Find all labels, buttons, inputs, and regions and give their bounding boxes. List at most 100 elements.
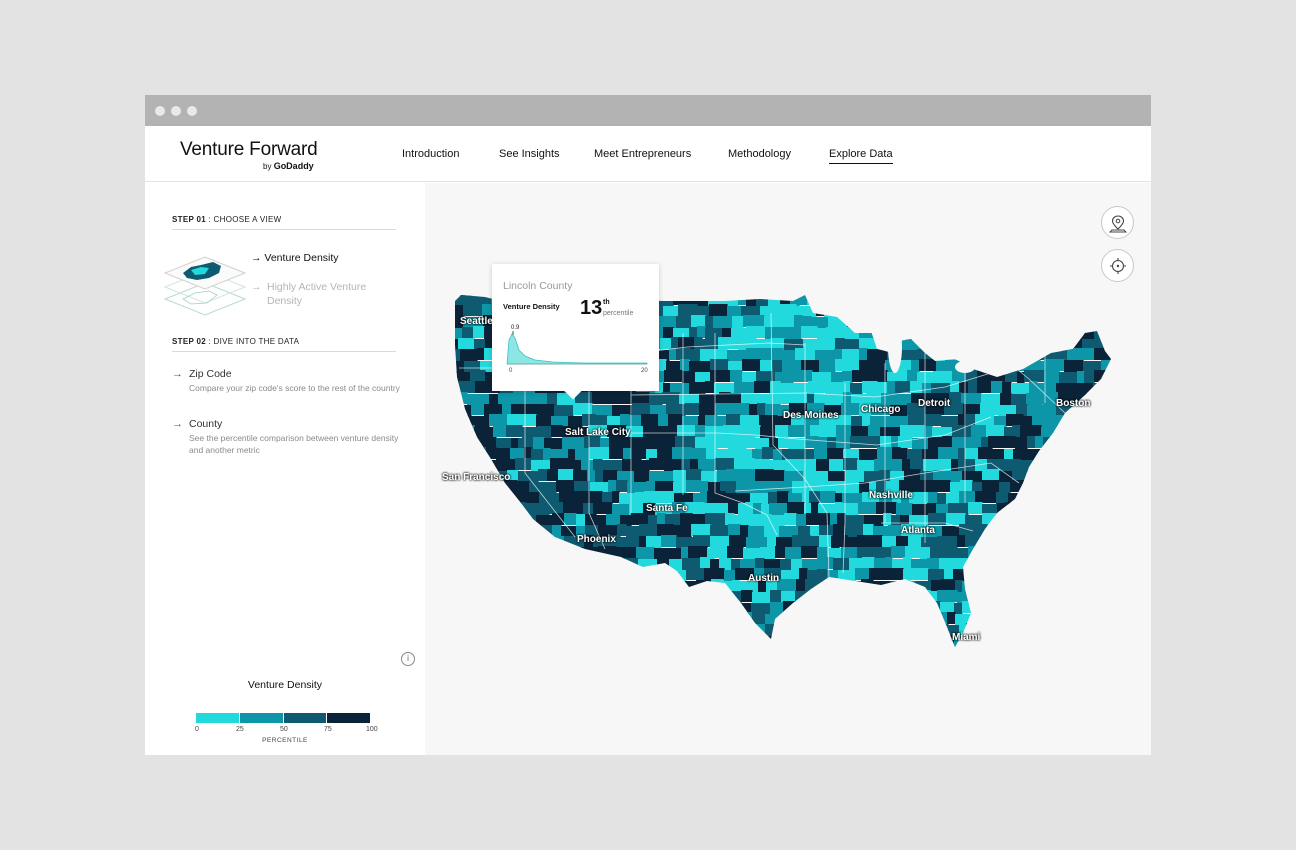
county-cell[interactable]	[1044, 359, 1065, 371]
my-location-button[interactable]	[1101, 249, 1134, 282]
county-cell[interactable]	[626, 426, 644, 438]
county-cell[interactable]	[859, 348, 868, 360]
county-cell[interactable]	[748, 624, 766, 636]
county-cell[interactable]	[835, 359, 847, 371]
county-cell[interactable]	[496, 438, 512, 450]
county-cell[interactable]	[1068, 645, 1082, 657]
county-cell[interactable]	[512, 535, 533, 547]
county-cell[interactable]	[498, 393, 519, 405]
county-cell[interactable]	[984, 647, 995, 659]
county-cell[interactable]	[657, 557, 670, 569]
county-cell[interactable]	[689, 327, 698, 339]
county-cell[interactable]	[964, 568, 984, 580]
county-cell[interactable]	[562, 426, 575, 438]
county-cell[interactable]	[1056, 536, 1068, 548]
county-cell[interactable]	[902, 603, 911, 615]
county-cell[interactable]	[917, 283, 925, 295]
county-cell[interactable]	[511, 568, 528, 580]
county-cell[interactable]	[686, 568, 705, 580]
county-cell[interactable]	[779, 624, 787, 636]
county-cell[interactable]	[607, 425, 627, 437]
county-cell[interactable]	[910, 645, 921, 657]
county-cell[interactable]	[601, 590, 617, 602]
county-cell[interactable]	[890, 581, 901, 593]
county-cell[interactable]	[938, 447, 959, 459]
county-cell[interactable]	[984, 328, 1002, 340]
county-cell[interactable]	[573, 403, 593, 415]
county-cell[interactable]	[834, 349, 843, 361]
county-cell[interactable]	[939, 393, 950, 405]
county-cell[interactable]	[934, 349, 951, 361]
county-cell[interactable]	[1079, 515, 1097, 527]
county-cell[interactable]	[1064, 614, 1082, 626]
county-cell[interactable]	[457, 294, 477, 306]
county-cell[interactable]	[525, 579, 536, 591]
county-cell[interactable]	[948, 625, 960, 637]
county-cell[interactable]	[1104, 315, 1114, 327]
county-cell[interactable]	[816, 294, 833, 306]
county-cell[interactable]	[842, 493, 863, 505]
county-cell[interactable]	[857, 657, 866, 669]
county-cell[interactable]	[640, 570, 653, 582]
county-cell[interactable]	[1043, 458, 1055, 470]
county-cell[interactable]	[710, 536, 730, 548]
county-cell[interactable]	[605, 603, 618, 615]
county-cell[interactable]	[445, 437, 461, 449]
county-cell[interactable]	[824, 590, 838, 602]
county-cell[interactable]	[982, 557, 994, 569]
county-cell[interactable]	[734, 458, 755, 470]
county-cell[interactable]	[752, 283, 767, 295]
county-cell[interactable]	[445, 361, 453, 373]
county-cell[interactable]	[998, 436, 1016, 448]
county-cell[interactable]	[831, 372, 843, 384]
county-cell[interactable]	[738, 503, 746, 515]
county-cell[interactable]	[559, 491, 578, 503]
county-cell[interactable]	[445, 328, 463, 340]
county-cell[interactable]	[799, 293, 808, 305]
county-cell[interactable]	[1001, 326, 1021, 338]
county-cell[interactable]	[817, 328, 827, 340]
county-cell[interactable]	[1094, 370, 1114, 382]
county-cell[interactable]	[459, 612, 475, 624]
county-cell[interactable]	[872, 284, 892, 296]
county-cell[interactable]	[1094, 502, 1115, 514]
county-cell[interactable]	[657, 524, 674, 536]
county-cell[interactable]	[906, 350, 918, 362]
county-cell[interactable]	[585, 656, 599, 668]
county-cell[interactable]	[574, 625, 589, 637]
county-cell[interactable]	[850, 436, 870, 448]
county-cell[interactable]	[823, 427, 837, 439]
county-cell[interactable]	[795, 591, 811, 603]
county-cell[interactable]	[573, 602, 583, 614]
county-cell[interactable]	[854, 635, 871, 647]
county-cell[interactable]	[1011, 383, 1030, 395]
county-cell[interactable]	[551, 536, 565, 548]
county-cell[interactable]	[861, 579, 874, 591]
county-cell[interactable]	[827, 570, 839, 582]
county-cell[interactable]	[770, 381, 781, 393]
county-cell[interactable]	[746, 294, 757, 306]
county-cell[interactable]	[1003, 548, 1011, 560]
county-cell[interactable]	[673, 548, 682, 560]
county-cell[interactable]	[797, 635, 815, 647]
county-cell[interactable]	[852, 304, 867, 316]
county-cell[interactable]	[1117, 612, 1133, 624]
county-cell[interactable]	[465, 570, 474, 582]
county-cell[interactable]	[748, 526, 765, 538]
county-cell[interactable]	[474, 612, 487, 624]
county-cell[interactable]	[775, 546, 786, 558]
county-cell[interactable]	[705, 316, 714, 328]
county-cell[interactable]	[641, 414, 659, 426]
county-cell[interactable]	[1081, 612, 1094, 624]
county-cell[interactable]	[674, 612, 694, 624]
county-cell[interactable]	[748, 481, 764, 493]
county-cell[interactable]	[700, 481, 709, 493]
county-cell[interactable]	[939, 558, 952, 570]
county-cell[interactable]	[527, 569, 541, 581]
county-cell[interactable]	[924, 283, 942, 295]
county-cell[interactable]	[983, 339, 1003, 351]
county-cell[interactable]	[710, 591, 724, 603]
county-cell[interactable]	[958, 414, 967, 426]
county-cell[interactable]	[579, 547, 599, 559]
county-cell[interactable]	[1061, 658, 1081, 670]
